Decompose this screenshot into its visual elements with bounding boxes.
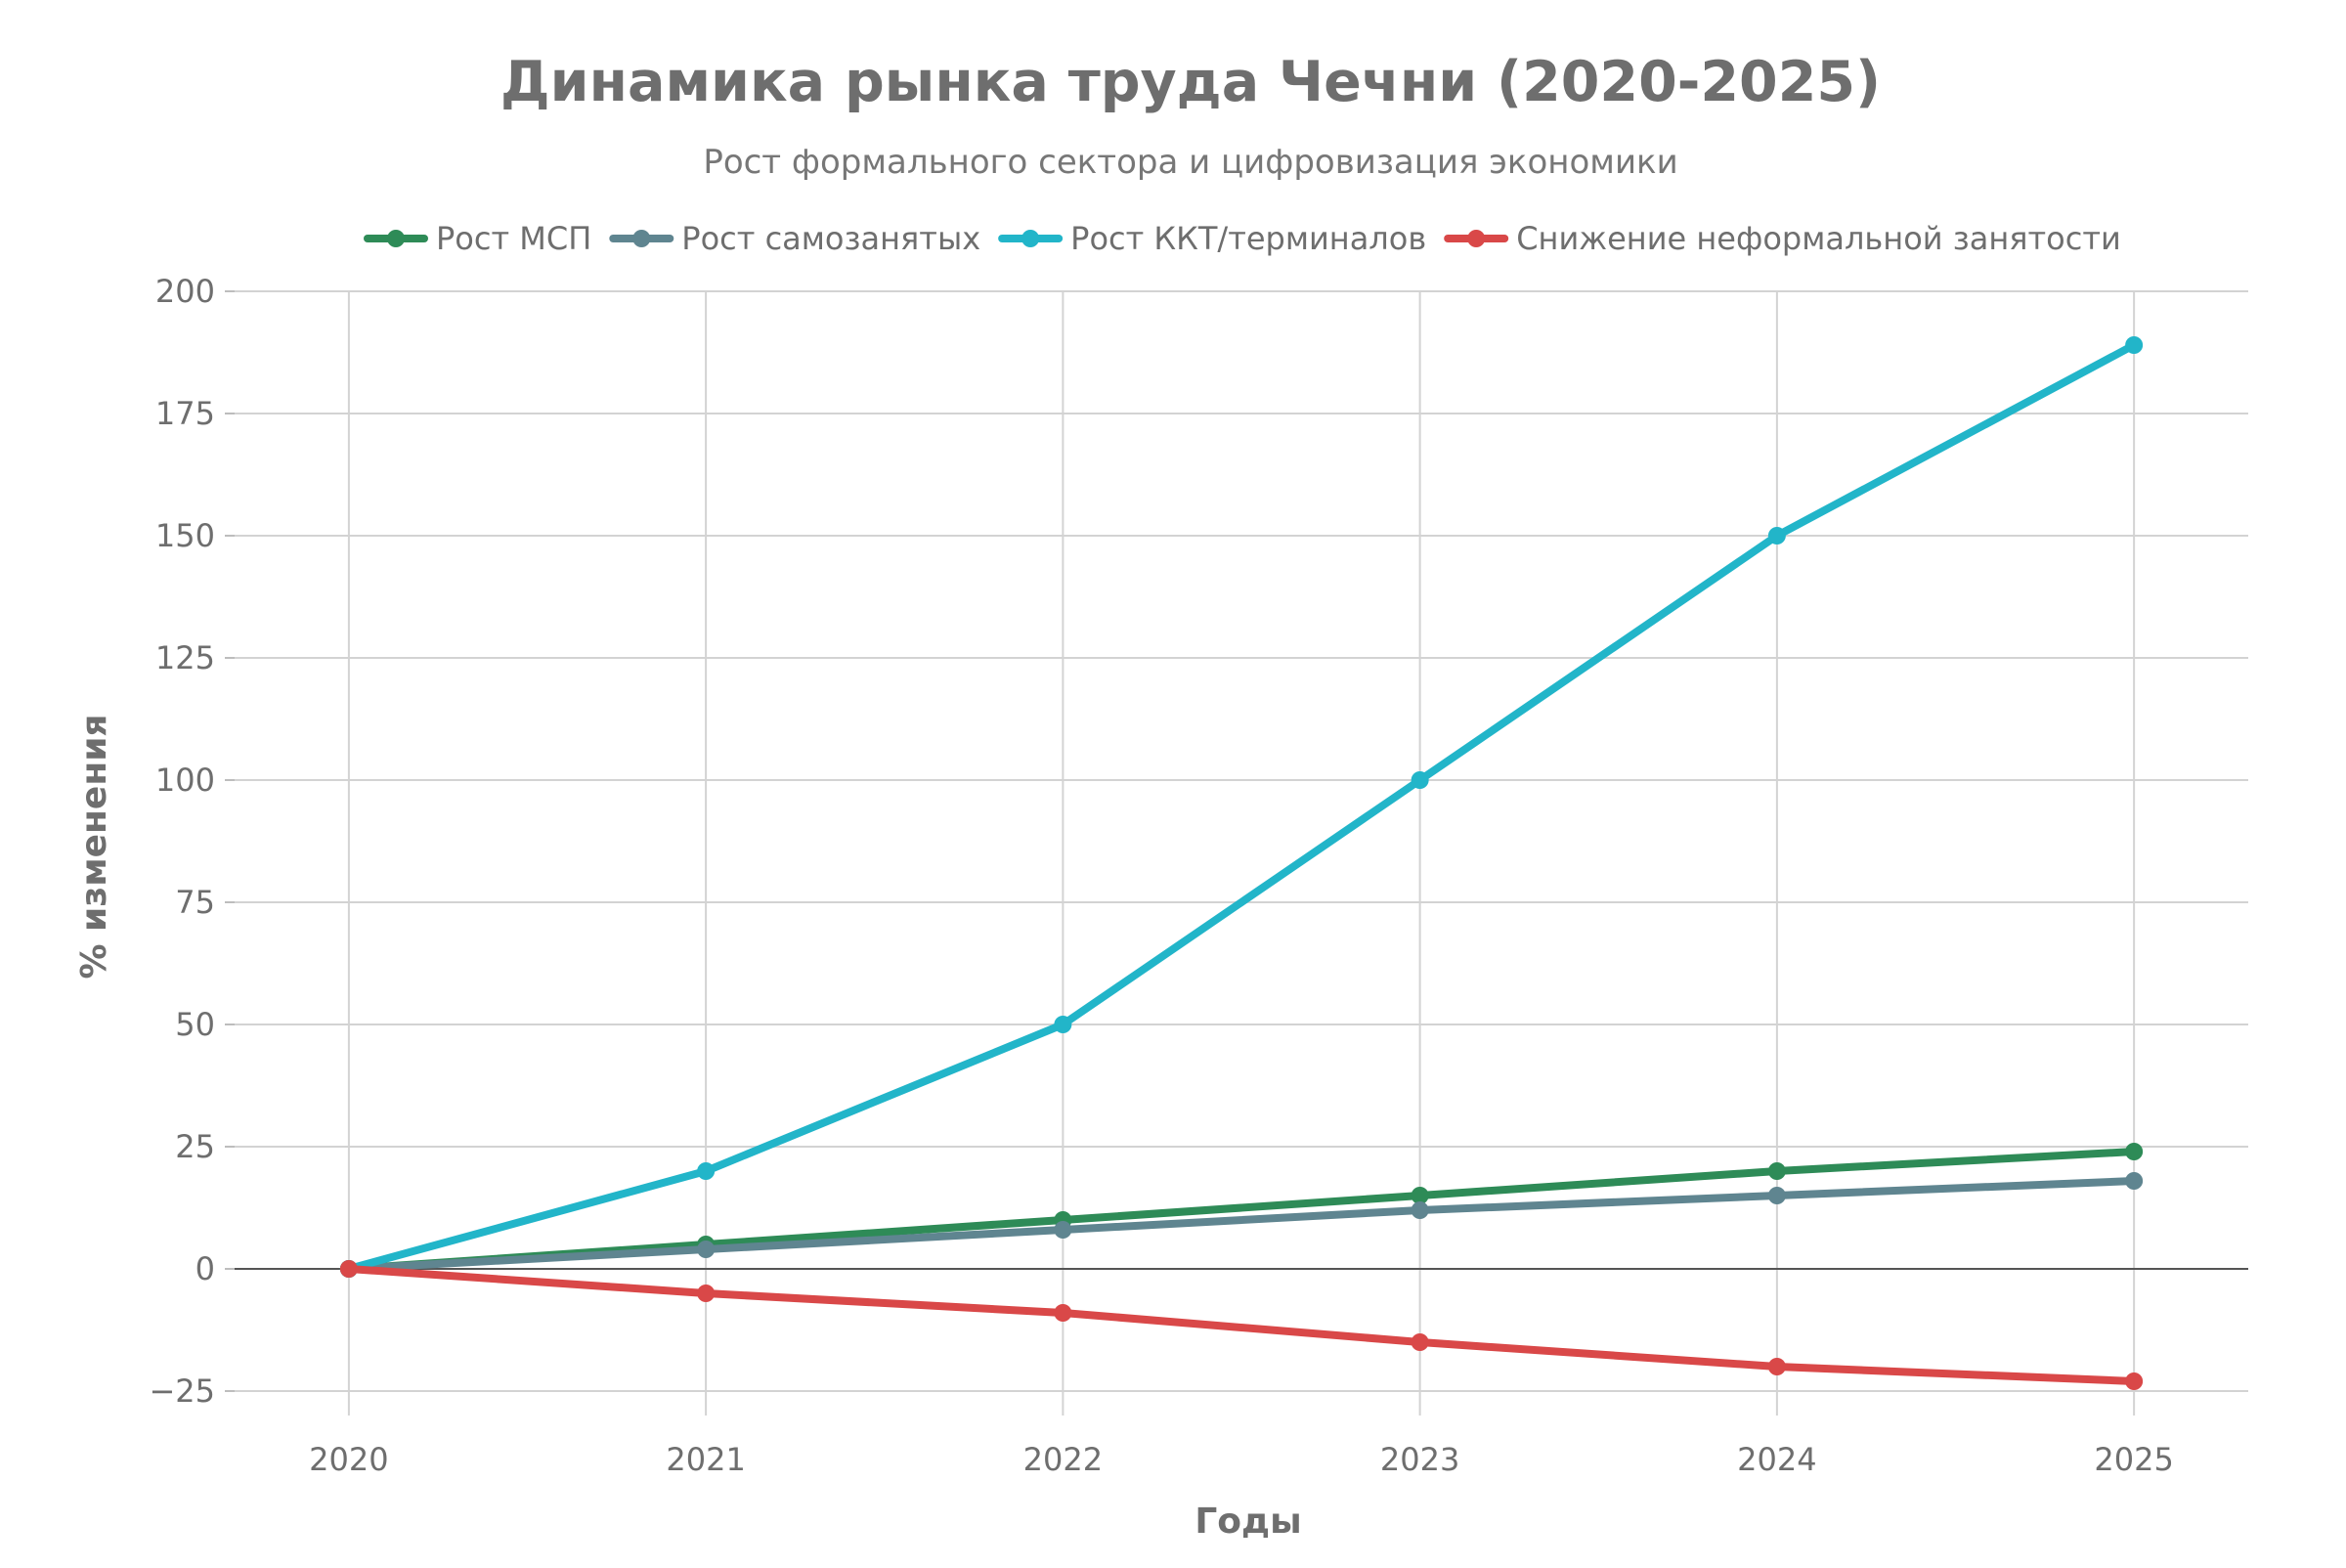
y-tick-label: 125 — [155, 639, 215, 676]
x-axis-title: Годы — [1195, 1502, 1301, 1542]
data-point[interactable] — [697, 1285, 716, 1302]
legend-swatch-marker — [632, 230, 651, 247]
legend-label: Рост МСП — [436, 220, 591, 257]
data-point[interactable] — [339, 1260, 358, 1278]
y-tick-label: 75 — [175, 884, 215, 921]
legend-item-1[interactable]: Рост самозанятых — [609, 220, 980, 257]
legend: Рост МСП Рост самозанятых Рост ККТ/термина… — [364, 220, 2121, 257]
x-axis: 2020 2021 2022 2023 2024 2025 — [309, 1441, 2174, 1478]
x-tick-label: 2022 — [1023, 1441, 1103, 1478]
x-tick-label: 2024 — [1737, 1441, 1816, 1478]
x-tick-label: 2020 — [309, 1441, 388, 1478]
series-line — [344, 341, 2139, 1273]
legend-label: Снижение неформальной занятости — [1516, 220, 2121, 257]
y-axis-title: % изменения — [74, 714, 114, 979]
data-point[interactable] — [1767, 1358, 1786, 1375]
data-point[interactable] — [1411, 771, 1429, 789]
series-3 — [339, 1260, 2144, 1390]
y-tick-label: 50 — [175, 1006, 215, 1043]
x-tick-label: 2025 — [2094, 1441, 2173, 1478]
data-point[interactable] — [697, 1241, 716, 1258]
y-tick-label: 150 — [155, 517, 215, 554]
y-tick-label: 0 — [196, 1250, 215, 1287]
grid — [235, 290, 2248, 1416]
data-point[interactable] — [1054, 1221, 1072, 1239]
data-point[interactable] — [1767, 1162, 1786, 1180]
data-point[interactable] — [1054, 1016, 1072, 1033]
data-point[interactable] — [1767, 1187, 1786, 1204]
series-group — [339, 336, 2144, 1390]
data-point[interactable] — [2125, 1372, 2144, 1390]
data-point[interactable] — [2125, 1143, 2144, 1160]
legend-label: Рост ККТ/терминалов — [1070, 220, 1426, 257]
series-line — [344, 1265, 2139, 1385]
y-tick-label: 100 — [155, 762, 215, 799]
y-tick-label: −25 — [149, 1372, 215, 1410]
data-point[interactable] — [2125, 336, 2144, 354]
series-line — [344, 1148, 2139, 1273]
y-tick-label: 25 — [175, 1128, 215, 1165]
data-point[interactable] — [2125, 1172, 2144, 1190]
chart-title: Динамика рынка труда Чечни (2020-2025) — [500, 50, 1881, 114]
x-tick-label: 2023 — [1380, 1441, 1459, 1478]
data-point[interactable] — [1411, 1333, 1429, 1351]
y-tick-label: 200 — [155, 273, 215, 310]
data-point[interactable] — [1411, 1201, 1429, 1219]
y-axis: −25 0 25 50 75 100 125 150 175 200 — [149, 273, 235, 1410]
x-tick-label: 2021 — [666, 1441, 745, 1478]
legend-swatch-marker — [1021, 230, 1040, 247]
y-tick-label: 175 — [155, 395, 215, 432]
chart-subtitle: Рост формального сектора и цифровизация … — [703, 143, 1677, 182]
data-point[interactable] — [697, 1162, 716, 1180]
legend-item-3[interactable]: Снижение неформальной занятости — [1444, 220, 2121, 257]
data-point[interactable] — [1411, 1187, 1429, 1204]
legend-swatch-marker — [1467, 230, 1486, 247]
data-point[interactable] — [1767, 527, 1786, 544]
data-point[interactable] — [1054, 1304, 1072, 1322]
series-1 — [339, 1172, 2144, 1278]
legend-swatch-marker — [387, 230, 405, 247]
legend-item-0[interactable]: Рост МСП — [364, 220, 591, 257]
legend-item-2[interactable]: Рост ККТ/терминалов — [998, 220, 1426, 257]
legend-label: Рост самозанятых — [681, 220, 980, 257]
series-line — [344, 1177, 2139, 1273]
series-2 — [339, 336, 2144, 1278]
